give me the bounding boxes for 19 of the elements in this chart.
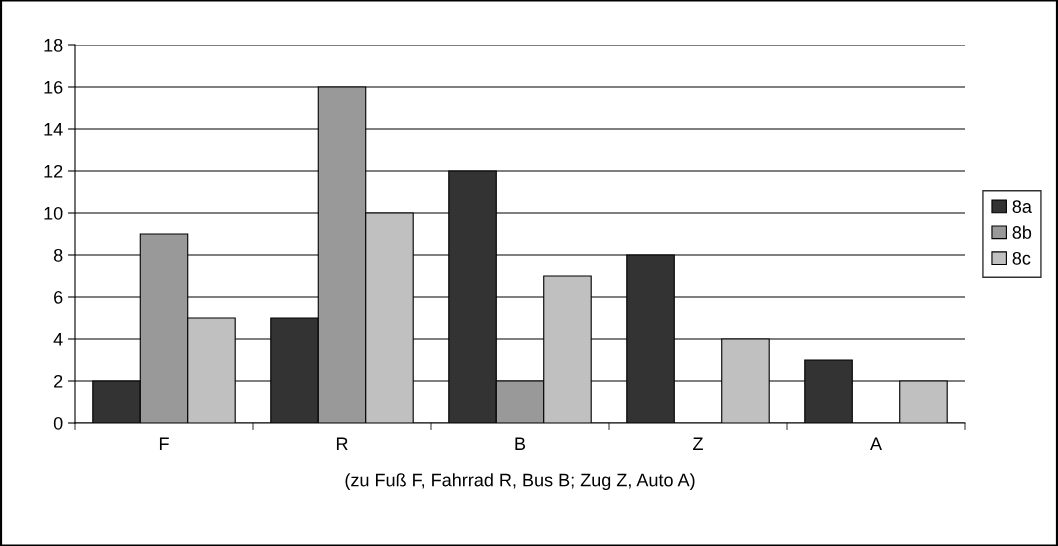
y-tick-label: 14 <box>44 123 63 136</box>
x-tick-label: F <box>159 437 169 450</box>
legend-label: 8c <box>1012 251 1031 265</box>
y-tick-label: 18 <box>44 38 63 52</box>
x-tick-label: R <box>336 437 348 450</box>
y-tick-label: 0 <box>53 416 63 430</box>
y-tick-label: 6 <box>54 290 63 304</box>
x-tick-label: B <box>515 437 526 450</box>
legend-label: 8b <box>1012 225 1032 239</box>
y-tick-label: 2 <box>54 374 63 388</box>
x-tick-label: Z <box>693 437 703 450</box>
y-tick-label: 12 <box>44 164 63 178</box>
y-tick-label: 16 <box>44 80 63 94</box>
y-tick-label: 10 <box>44 206 63 220</box>
x-tick-label: A <box>870 437 882 450</box>
y-tick-label: 8 <box>53 248 63 262</box>
x-axis-title: (zu Fuß F, Fahrrad R, Bus B; Zug Z, Auto A) <box>345 473 695 490</box>
y-tick-label: 4 <box>53 333 63 346</box>
legend-label: 8a <box>1012 200 1032 213</box>
